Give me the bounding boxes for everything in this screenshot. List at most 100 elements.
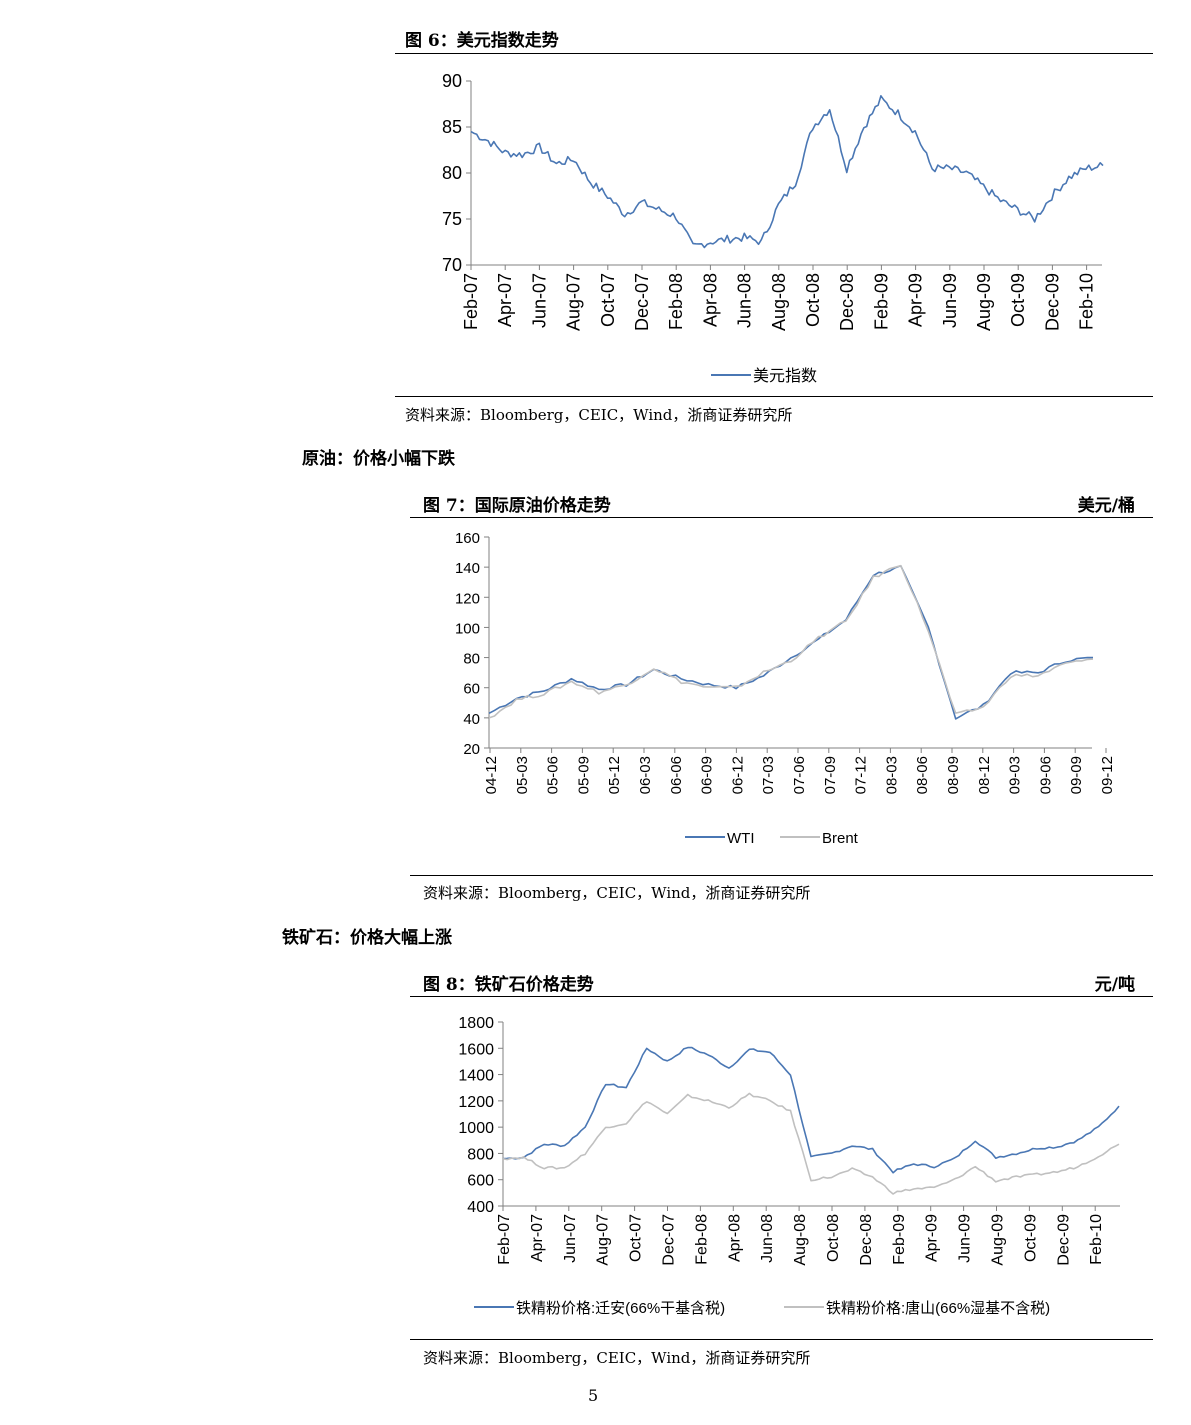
x-tick-label: Feb-10 bbox=[1088, 1214, 1105, 1265]
chart2-lines bbox=[488, 564, 1094, 720]
y-tick-label: 1200 bbox=[458, 1094, 494, 1111]
x-tick-label: Feb-09 bbox=[871, 273, 891, 330]
chart1-top-rule bbox=[395, 53, 1153, 54]
x-tick-label: Oct-07 bbox=[628, 1214, 645, 1262]
y-tick-label: 70 bbox=[442, 255, 462, 275]
chart2-title: 图 7：国际原油价格走势 bbox=[423, 491, 611, 516]
chart1-plot: 70 75 80 85 90 Feb-07 Apr-07 Jun-07 Aug-07 Oct-07… bbox=[442, 71, 1104, 385]
x-tick-label: 05-03 bbox=[514, 756, 531, 794]
x-tick-label: 06-09 bbox=[699, 756, 716, 794]
y-tick-label: 1400 bbox=[458, 1068, 494, 1085]
x-tick-label: Oct-08 bbox=[803, 273, 823, 327]
chart3-lines bbox=[502, 1046, 1120, 1195]
x-tick-label: 07-03 bbox=[760, 756, 777, 794]
x-tick-label: Apr-09 bbox=[906, 273, 926, 327]
y-tick-label: 1600 bbox=[458, 1041, 494, 1058]
x-tick-label: 06-03 bbox=[637, 756, 654, 794]
x-tick-label: Dec-08 bbox=[837, 273, 857, 331]
chart2-legend: WTI Brent bbox=[685, 830, 859, 847]
x-tick-label: Feb-07 bbox=[461, 273, 481, 330]
x-tick-label: 09-03 bbox=[1007, 756, 1024, 794]
x-tick-label: Apr-08 bbox=[726, 1214, 743, 1262]
series-line-1 bbox=[470, 94, 1104, 249]
chart3-top-rule bbox=[410, 996, 1153, 997]
chart2-label: 图 7： bbox=[423, 496, 475, 516]
x-tick-label: Feb-07 bbox=[496, 1214, 513, 1265]
y-tick-label: 75 bbox=[442, 209, 462, 229]
y-tick-label: 1800 bbox=[458, 1015, 494, 1032]
chart3-legend: 铁精粉价格:迁安(66%干基含税) 铁精粉价格:唐山(66%湿基不含税) bbox=[474, 1300, 1050, 1317]
chart1-title: 图 6：美元指数走势 bbox=[405, 26, 559, 51]
page-number: 5 bbox=[588, 1386, 599, 1405]
series-line-1 bbox=[502, 1046, 1120, 1174]
y-tick-label: 800 bbox=[467, 1146, 494, 1163]
chart2-title-text: 国际原油价格走势 bbox=[474, 496, 611, 516]
x-tick-label: 05-09 bbox=[575, 756, 592, 794]
series-line-1 bbox=[488, 564, 1093, 720]
x-tick-label: Aug-09 bbox=[990, 1214, 1007, 1266]
x-tick-label: Dec-07 bbox=[632, 273, 652, 331]
legend-label-2: 铁精粉价格:唐山(66%湿基不含税) bbox=[826, 1300, 1050, 1317]
chart2-unit: 美元/桶 bbox=[1077, 496, 1135, 516]
x-tick-label: 07-12 bbox=[853, 756, 870, 794]
chart3-plot: 400 600 800 1000 1200 1400 1600 1800 Feb-07 Apr-0… bbox=[458, 1015, 1120, 1317]
x-tick-label: Feb-08 bbox=[666, 273, 686, 330]
series-line-2 bbox=[488, 564, 1094, 719]
x-tick-label: Oct-09 bbox=[1008, 273, 1028, 327]
x-tick-label: 04-12 bbox=[483, 756, 500, 794]
y-tick-label: 80 bbox=[463, 651, 480, 668]
x-tick-label: 07-06 bbox=[791, 756, 808, 794]
x-tick-label: Jun-08 bbox=[759, 1214, 776, 1263]
chart1-legend: 美元指数 bbox=[711, 367, 817, 385]
x-tick-label: 08-12 bbox=[976, 756, 993, 794]
chart2-top-rule bbox=[410, 517, 1153, 518]
x-tick-label: 09-12 bbox=[1099, 756, 1116, 794]
x-tick-label: 07-09 bbox=[822, 756, 839, 794]
x-tick-label: Jun-07 bbox=[562, 1214, 579, 1263]
y-tick-label: 400 bbox=[467, 1199, 494, 1216]
x-tick-label: Dec-08 bbox=[858, 1214, 875, 1266]
x-tick-label: 05-06 bbox=[545, 756, 562, 794]
x-tick-label: Apr-07 bbox=[529, 1214, 546, 1262]
x-tick-label: Oct-07 bbox=[598, 273, 618, 327]
chart1-label: 图 6： bbox=[405, 31, 457, 51]
legend-label-1: 铁精粉价格:迁安(66%干基含税) bbox=[516, 1300, 725, 1317]
chart2-source: 资料来源：Bloomberg，CEIC，Wind，浙商证券研究所 bbox=[423, 884, 811, 902]
x-tick-label: 08-03 bbox=[883, 756, 900, 794]
chart1-source: 资料来源：Bloomberg，CEIC，Wind，浙商证券研究所 bbox=[405, 406, 793, 424]
chart2-axes: 20 40 60 80 100 120 140 160 04-12 05-03 05-06 05-09… bbox=[455, 530, 1116, 794]
x-tick-label: Jun-07 bbox=[529, 273, 549, 328]
chart1-title-text: 美元指数走势 bbox=[456, 31, 559, 51]
chart1-bottom-rule bbox=[395, 396, 1153, 397]
chart3-unit: 元/吨 bbox=[1094, 975, 1135, 995]
x-tick-label: Jun-09 bbox=[940, 273, 960, 328]
chart1-axes: 70 75 80 85 90 Feb-07 Apr-07 Jun-07 Aug-07 Oct-07… bbox=[442, 71, 1102, 331]
x-tick-label: 05-12 bbox=[606, 756, 623, 794]
x-tick-label: Apr-07 bbox=[495, 273, 515, 327]
chart3-axes: 400 600 800 1000 1200 1400 1600 1800 Feb-07 Apr-0… bbox=[458, 1015, 1120, 1266]
section-crude-oil-title: 原油：价格小幅下跌 bbox=[302, 449, 455, 469]
y-tick-label: 60 bbox=[463, 681, 480, 698]
y-tick-label: 20 bbox=[463, 741, 480, 758]
chart3-title: 图 8：铁矿石价格走势 bbox=[423, 970, 594, 995]
x-tick-label: Oct-09 bbox=[1022, 1214, 1039, 1262]
x-tick-label: 08-09 bbox=[945, 756, 962, 794]
x-tick-label: Oct-08 bbox=[825, 1214, 842, 1262]
x-tick-label: 06-06 bbox=[668, 756, 685, 794]
y-tick-label: 100 bbox=[455, 620, 480, 637]
x-tick-label: Apr-09 bbox=[924, 1214, 941, 1262]
x-tick-label: Aug-08 bbox=[792, 1214, 809, 1266]
y-tick-label: 80 bbox=[442, 163, 462, 183]
x-tick-label: Dec-09 bbox=[1055, 1214, 1072, 1266]
y-tick-label: 160 bbox=[455, 530, 480, 547]
x-tick-label: Aug-07 bbox=[595, 1214, 612, 1266]
legend-label-1: 美元指数 bbox=[753, 367, 817, 385]
chart3-source: 资料来源：Bloomberg，CEIC，Wind，浙商证券研究所 bbox=[423, 1349, 811, 1367]
x-tick-label: 09-09 bbox=[1068, 756, 1085, 794]
y-tick-label: 90 bbox=[442, 71, 462, 91]
y-tick-label: 140 bbox=[455, 560, 480, 577]
x-tick-label: Apr-08 bbox=[700, 273, 720, 327]
x-tick-label: Feb-10 bbox=[1077, 273, 1097, 330]
chart1-lines bbox=[470, 94, 1104, 249]
x-tick-label: Jun-09 bbox=[957, 1214, 974, 1263]
